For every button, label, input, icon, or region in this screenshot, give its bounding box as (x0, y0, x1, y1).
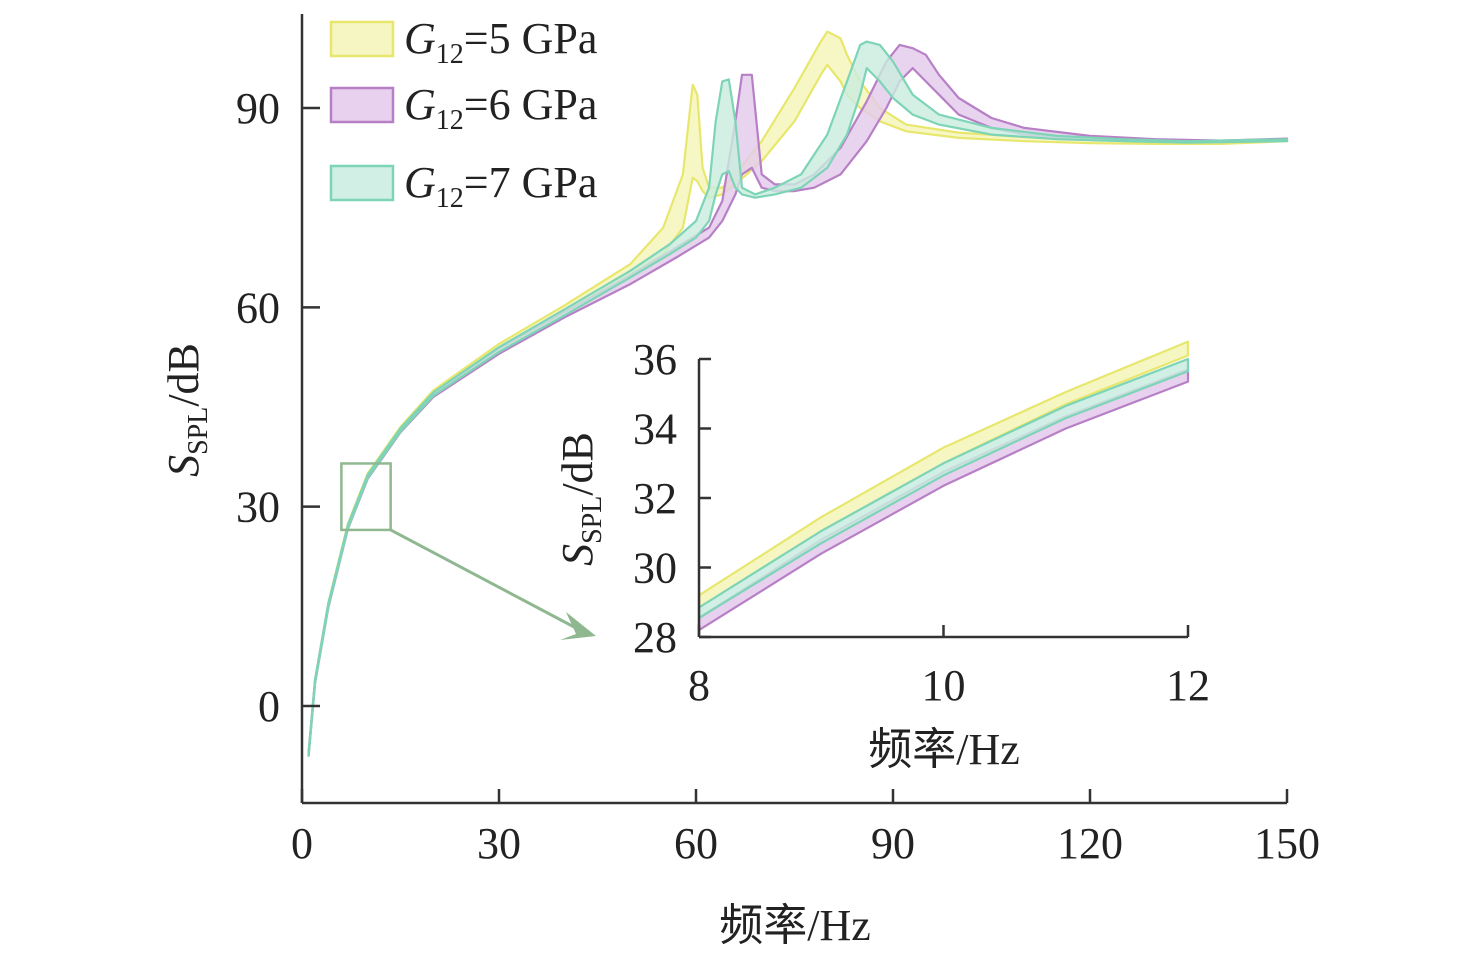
inset-band-2 (697, 368, 1190, 632)
main-y-tick-label: 60 (236, 283, 280, 332)
legend-swatch-1 (329, 20, 395, 58)
inset-x-tick-label: 8 (688, 661, 710, 710)
main-y-axis-title-subscript: SPL (183, 407, 214, 455)
main-x-tick-label: 60 (674, 819, 718, 868)
inset-series-bands (697, 340, 1190, 632)
inset-y-tick-label: 30 (633, 544, 677, 593)
main-x-axis-title: 频率/Hz (719, 901, 871, 950)
inset-x-axis-title: 频率/Hz (868, 725, 1020, 774)
inset-y-axis-title-unit: /dB (553, 432, 602, 496)
legend-label-2: G12=6 GPa (404, 80, 597, 136)
main-x-tick-label: 120 (1057, 819, 1123, 868)
inset-y-tick-label: 28 (633, 613, 677, 662)
zoom-box (340, 462, 392, 532)
legend-label-1: G12=5 GPa (404, 14, 597, 70)
zoom-arrow-line (389, 528, 577, 630)
inset-band-3 (697, 357, 1190, 619)
main-y-axis-title-symbol: S (159, 455, 208, 477)
main-band-3 (307, 40, 1289, 757)
legend-label-3: G12=7 GPa (404, 158, 597, 214)
main-x-tick-label: 150 (1254, 819, 1320, 868)
main-series-bands (307, 30, 1289, 757)
main-y-axis-title-unit: /dB (159, 343, 208, 407)
inset-x-tick-label: 12 (1166, 661, 1210, 710)
legend: G12=5 GPa G12=6 GPa G12=7 GPa (329, 14, 597, 214)
main-y-tick-label: 90 (236, 84, 280, 133)
inset-y-axis-title-symbol: S (553, 544, 602, 566)
inset-y-tick-label: 36 (633, 335, 677, 384)
legend-swatch-2 (329, 86, 395, 124)
inset-axes: 8 10 12 28 30 32 34 36 (633, 335, 1210, 710)
inset-y-tick-label: 34 (633, 405, 677, 454)
main-y-tick-label: 0 (258, 682, 280, 731)
inset-x-tick-label: 10 (922, 661, 966, 710)
inset-y-tick-label: 32 (633, 474, 677, 523)
main-x-tick-label: 90 (871, 819, 915, 868)
zoom-arrow-head (560, 612, 596, 640)
main-x-tick-label: 0 (291, 819, 313, 868)
inset-y-axis-title-subscript: SPL (577, 496, 608, 544)
main-y-axis-title: SSPL/dB (159, 343, 214, 477)
legend-swatch-3 (329, 164, 395, 202)
inset-y-axis-title: SSPL/dB (553, 432, 608, 566)
main-axes: 0 30 60 90 120 150 0 30 60 90 (236, 14, 1320, 868)
zoom-indicator (340, 462, 596, 640)
main-x-tick-label: 30 (477, 819, 521, 868)
main-y-tick-label: 30 (236, 483, 280, 532)
